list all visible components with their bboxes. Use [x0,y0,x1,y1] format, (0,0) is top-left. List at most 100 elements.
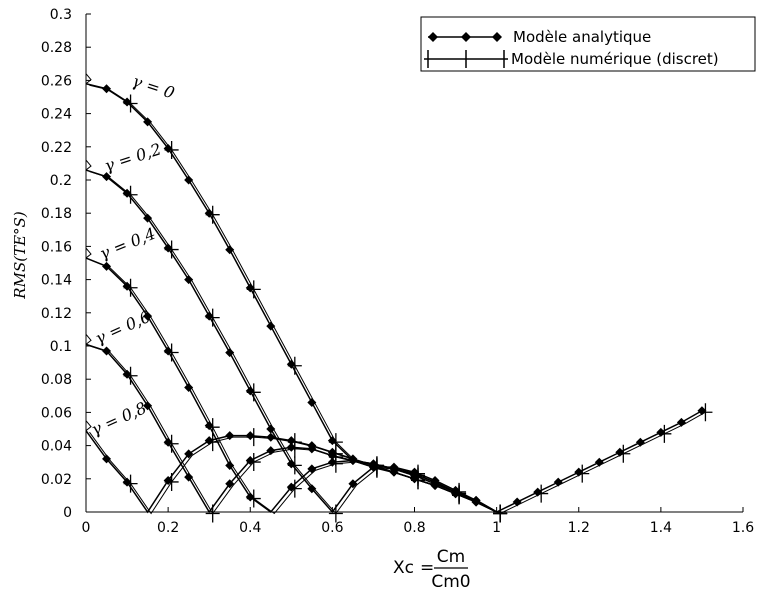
data-point-numerique [246,489,261,508]
data-point-analytique [697,406,707,416]
x-axis-label: Xc = Cm Cm0 [393,547,471,592]
data-point-analytique [635,437,645,447]
data-point-analytique [368,461,378,471]
gamma-label: γ = 0,8 [88,398,149,439]
data-point-numerique [287,433,302,452]
data-point-analytique [163,475,173,485]
x-tick-label: 1.2 [568,520,590,536]
data-point-analytique [143,311,153,321]
series-4 [85,420,508,523]
data-point-analytique [471,497,481,507]
x-tick-label: 1.4 [650,520,672,536]
data-point-analytique [410,474,419,484]
x-tick-label: 0 [82,520,91,536]
y-tick-label: 0.24 [41,107,72,123]
series-start-mark [85,247,92,259]
data-point-analytique [245,492,255,502]
data-point-numerique [164,343,179,362]
x-tick-label: 0.6 [321,520,343,536]
data-point-analytique [122,97,132,107]
data-point-analytique [266,432,276,442]
data-point-numerique [205,504,220,523]
data-point-analytique [143,401,153,411]
y-tick-label: 0.02 [41,472,72,488]
data-point-analytique [102,172,112,182]
series-0 [85,73,713,523]
data-point-analytique [225,461,235,471]
data-point-analytique [184,175,194,185]
gamma-label: γ = 0,6 [92,307,153,348]
data-point-analytique [307,441,317,451]
data-point-analytique [574,467,584,477]
data-point-numerique [369,458,384,477]
series-line-numerique [89,259,501,515]
series-line-analytique [85,82,703,513]
data-point-analytique [615,447,625,457]
data-point-numerique [246,383,261,402]
data-point-numerique [657,424,672,443]
data-point-analytique [225,479,235,489]
y-axis-label: RMS(TE°S) [11,211,29,300]
data-point-analytique [102,454,112,464]
y-tick-label: 0.28 [41,40,72,56]
data-point-analytique [348,479,358,489]
data-point-numerique [575,464,590,483]
data-point-numerique [123,185,138,204]
data-point-analytique [245,456,255,466]
data-point-numerique [287,356,302,375]
data-point-analytique [184,472,194,482]
data-point-numerique [493,504,508,523]
data-point-analytique [327,457,337,467]
series-start-mark [85,420,92,432]
data-point-numerique [205,308,220,327]
series-layer [85,73,713,523]
data-point-analytique [204,311,214,321]
data-point-numerique [287,479,302,498]
data-point-analytique [225,348,235,358]
series-line-analytique [85,257,497,514]
data-point-analytique [122,477,132,487]
data-point-analytique [204,421,214,431]
series-start-mark [85,73,92,85]
data-point-analytique [307,484,317,494]
data-point-analytique [163,143,173,153]
data-point-analytique [102,346,112,356]
gamma-label: γ = 0 [130,71,177,102]
y-tick-label: 0.18 [41,206,72,222]
data-point-numerique [616,444,631,463]
data-point-analytique [184,275,194,285]
data-point-analytique [122,369,132,379]
data-point-analytique [245,283,255,293]
data-point-analytique [266,424,276,434]
y-tick-label: 0.12 [41,306,72,322]
data-point-numerique [164,140,179,159]
data-point-numerique [123,366,138,385]
series-start-mark [85,159,92,171]
x-tick-label: 1 [492,520,501,536]
data-point-analytique [122,188,132,198]
data-point-analytique [102,261,112,271]
legend-diamond-icon [461,32,471,42]
gamma-label: γ = 0,2 [102,139,164,175]
y-tick-label: 0.16 [41,239,72,255]
x-axis-label-equals: = [420,558,434,578]
legend-plus-icon [427,50,505,68]
legend: Modèle analytique Modèle numérique (disc… [420,16,756,72]
data-point-analytique [389,467,399,477]
legend-diamond-icon [492,32,502,42]
data-point-analytique [286,482,296,492]
data-point-analytique [286,436,296,446]
x-axis-label-main: Xc [393,558,414,578]
data-point-numerique [205,205,220,224]
data-point-numerique [123,278,138,297]
data-point-numerique [328,444,343,463]
data-point-analytique [553,477,563,487]
y-tick-label: 0.22 [41,140,72,156]
data-point-analytique [163,346,173,356]
data-point-numerique [452,486,467,505]
y-tick-label: 0.06 [41,405,72,421]
data-point-numerique [328,504,343,523]
data-point-analytique [286,359,296,369]
data-point-analytique [225,431,235,441]
legend-entry-numerique: Modèle numérique (discret) [424,50,719,68]
